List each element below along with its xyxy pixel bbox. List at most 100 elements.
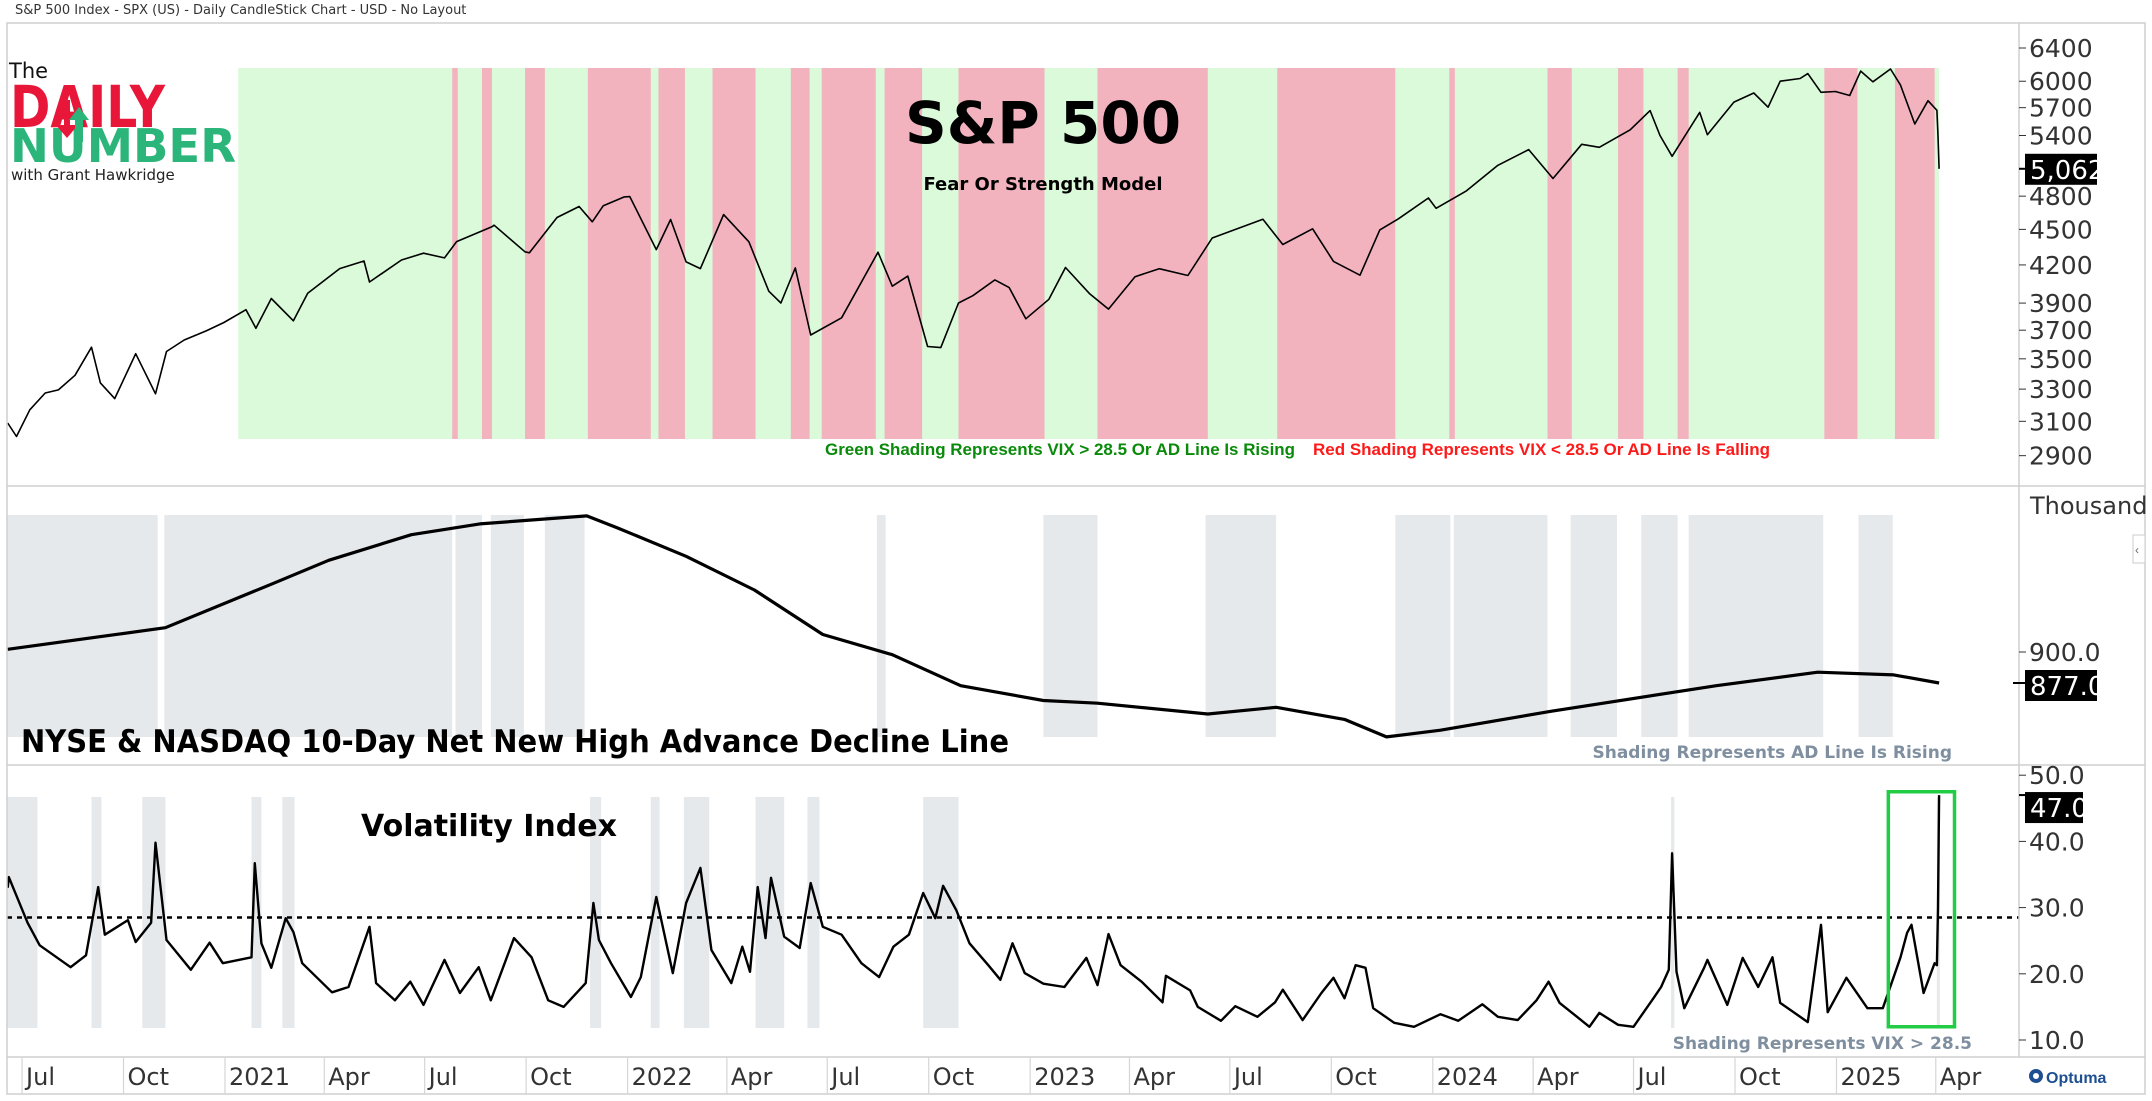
vix-above-threshold-band (650, 797, 660, 1028)
collapse-panel-tab[interactable]: ‹ (2132, 534, 2146, 564)
ad-axis: 900.0 877.0 (2013, 638, 2104, 702)
vix-shading-note: Shading Represents VIX > 28.5 (1673, 1034, 1972, 1054)
price-axis-tick-label: 5400 (2029, 121, 2093, 150)
date-tick-label: 2024 (1437, 1063, 1498, 1091)
date-tick-label: Jul (829, 1063, 860, 1091)
price-axis-tick-label: 6000 (2029, 67, 2093, 96)
price-axis-tick-label: 4500 (2029, 215, 2093, 244)
price-axis-tick-label: 3300 (2029, 375, 2093, 404)
ad-rising-band (1641, 515, 1678, 737)
ad-rising-band (544, 515, 585, 737)
price-last-value (2025, 153, 2097, 185)
vix-panel-shading (7, 797, 1940, 1028)
price-axis-tick-label: 3900 (2029, 289, 2093, 318)
red-shading-band (1894, 68, 1935, 439)
ad-last-value (2025, 670, 2097, 702)
ad-rising-band (1688, 515, 1824, 737)
vix-chart-title: Volatility Index (361, 809, 617, 844)
red-shading-band (1618, 68, 1644, 439)
ad-rising-band (1395, 515, 1451, 737)
red-shading-band (587, 68, 651, 439)
ad-rising-band (490, 515, 524, 737)
price-chart-title: S&P 500 (905, 89, 1181, 157)
red-shading-band (790, 68, 810, 439)
price-last-value-text: 5,062 (2030, 156, 2104, 186)
ad-rising-band (455, 515, 482, 737)
chart-frame (6, 22, 2146, 1095)
price-axis-tick-label: 3100 (2029, 407, 2093, 436)
date-axis: Jul Oct 2021 Apr Jul Oct 2022 Apr Jul Oct 2023 Apr J… (21, 1057, 1982, 1094)
date-tick-label: Apr (731, 1063, 773, 1091)
vix-series (7, 795, 2019, 1029)
price-axis-tick-label: 5700 (2029, 94, 2093, 123)
logo-daily: DAILY (10, 73, 166, 141)
date-tick-label: Jul (1636, 1063, 1667, 1091)
price-axis-tick-label: 4800 (2029, 182, 2093, 211)
price-chart-subtitle: Fear Or Strength Model (923, 174, 1162, 195)
vix-above-threshold-band (807, 797, 820, 1028)
red-shading-band (481, 68, 492, 439)
red-shading-band (884, 68, 923, 439)
red-shading-band (821, 68, 876, 439)
vix-highlight-box (1886, 790, 1957, 1029)
date-tick-label: Apr (1537, 1063, 1579, 1091)
red-shading-band (1824, 68, 1858, 439)
price-panel-shading (238, 68, 1940, 439)
ad-last-value-text: 877.0 (2030, 672, 2104, 702)
ad-axis-tick-label: 900.0 (2029, 638, 2101, 667)
date-tick-label: Oct (1739, 1063, 1781, 1091)
red-shading-band (1097, 68, 1208, 439)
legend-green: Green Shading Represents VIX > 28.5 Or A… (825, 440, 1295, 459)
date-tick-label: Jul (24, 1063, 55, 1091)
ad-rising-band (1570, 515, 1617, 737)
vix-axis-tick-label: 40.0 (2029, 827, 2085, 856)
vix-axis-tick-label: 20.0 (2029, 960, 2085, 989)
date-tick-label: Apr (1940, 1063, 1982, 1091)
window-title: S&P 500 Index - SPX (US) - Daily CandleS… (15, 3, 467, 18)
red-shading-band (1277, 68, 1396, 439)
date-tick-label: Oct (128, 1063, 170, 1091)
vix-axis-tick-label: 50.0 (2029, 761, 2085, 790)
vix-last-value-text: 47.0 (2030, 794, 2088, 824)
daily-number-logo: The DAILY NUMBER with Grant Hawkridge (7, 59, 238, 184)
vix-axis: 50.0 40.0 30.0 20.0 10.0 47.0 (2019, 761, 2088, 1055)
red-shading-band (958, 68, 1045, 439)
date-tick-label: 2025 (1840, 1063, 1901, 1091)
ad-unit-label: Thousand (2029, 492, 2147, 520)
vix-above-threshold-band (1671, 797, 1675, 1028)
ad-line-series (7, 514, 1940, 739)
ad-rising-band (1205, 515, 1277, 737)
date-tick-label: Jul (427, 1063, 458, 1091)
price-axis-tick-label: 4200 (2029, 251, 2093, 280)
red-shading-band (525, 68, 545, 439)
vix-above-threshold-band (142, 797, 166, 1028)
ad-rising-band (1858, 515, 1893, 737)
ad-rising-band (876, 515, 886, 737)
green-shading-band (238, 68, 1940, 439)
sp500-price-series (7, 68, 1940, 438)
red-shading-band (1677, 68, 1689, 439)
date-tick-label: Oct (933, 1063, 975, 1091)
logo-byline: with Grant Hawkridge (11, 166, 175, 184)
ad-rising-band (7, 515, 158, 737)
date-tick-label: 2022 (632, 1063, 693, 1091)
legend-red: Red Shading Represents VIX < 28.5 Or AD … (1313, 440, 1770, 459)
price-axis-tick-label: 3700 (2029, 316, 2093, 345)
price-axis-tick-label: 6400 (2029, 34, 2093, 63)
red-shading-band (1449, 68, 1455, 439)
date-tick-label: Apr (328, 1063, 370, 1091)
sp500-line (7, 68, 1940, 438)
logo-the: The (8, 59, 48, 83)
red-shading-band (1547, 68, 1572, 439)
price-axis-tick-label: 3500 (2029, 345, 2093, 374)
date-tick-label: Oct (1335, 1063, 1377, 1091)
logo-number: NUMBER (10, 119, 236, 173)
vix-above-threshold-band (282, 797, 295, 1028)
vix-axis-tick-label: 10.0 (2029, 1026, 2085, 1055)
vix-above-threshold-band (7, 797, 38, 1028)
chevron-left-icon: ‹ (2135, 543, 2139, 557)
ad-rising-band (164, 515, 453, 737)
red-shading-band (452, 68, 458, 439)
